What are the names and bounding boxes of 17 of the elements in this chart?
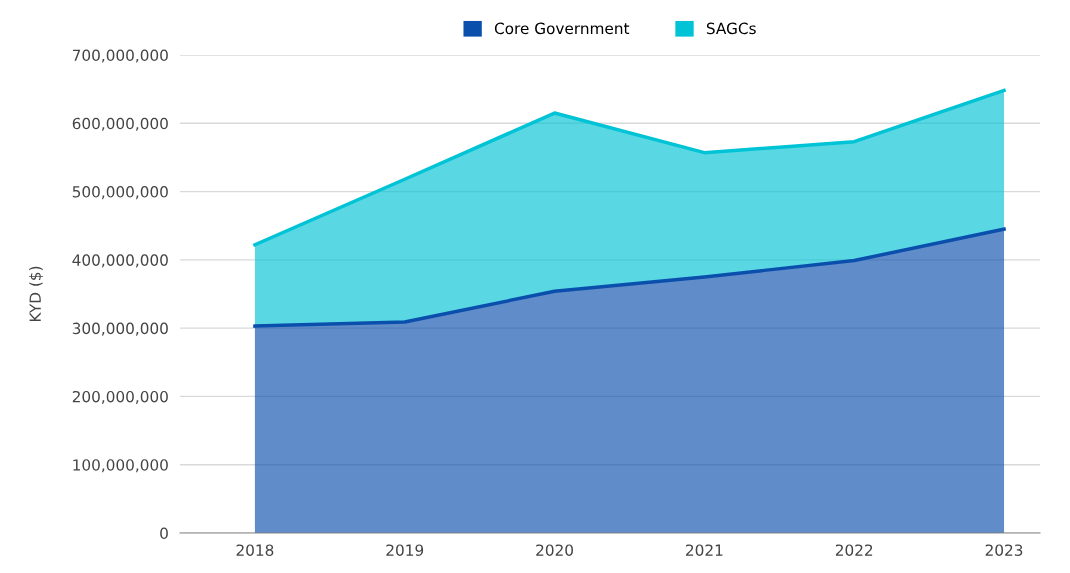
x-tick-label: 2019: [386, 544, 424, 556]
y-tick-label: 100,000,000: [73, 459, 168, 473]
y-tick-label: 500,000,000: [72, 186, 168, 200]
y-axis-title: KYD ($): [29, 266, 43, 322]
y-tick-label: 300,000,000: [72, 322, 168, 336]
legend-label: SAGCs: [706, 22, 756, 35]
y-tick-label: 0: [160, 527, 168, 540]
y-tick-label: 600,000,000: [72, 117, 168, 131]
y-tick-label: 400,000,000: [72, 254, 168, 268]
x-tick-label: 2022: [835, 544, 873, 556]
x-tick-label: 2020: [536, 544, 573, 556]
y-tick-label: 700,000,000: [72, 49, 168, 63]
x-tick-label: 2018: [236, 544, 274, 556]
y-tick-label: 200,000,000: [72, 390, 168, 405]
x-tick-label: 2023: [985, 544, 1023, 556]
x-tick-label: 2021: [686, 544, 723, 556]
legend-label: Core Government: [494, 22, 630, 35]
